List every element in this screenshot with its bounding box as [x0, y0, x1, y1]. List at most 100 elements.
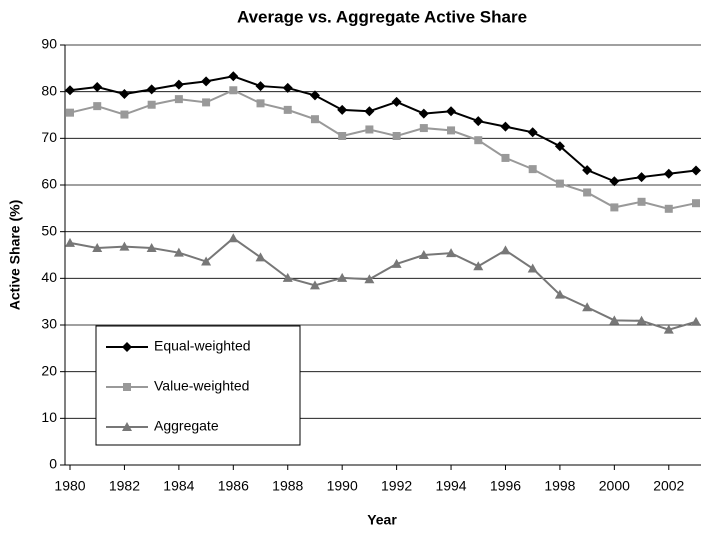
point [309, 90, 320, 101]
point [663, 168, 674, 179]
point [201, 256, 212, 266]
legend-label: Equal-weighted [154, 338, 251, 354]
point [691, 165, 701, 176]
x-tick-label: 1996 [490, 478, 521, 494]
point [473, 261, 484, 271]
point [65, 237, 75, 247]
point [201, 76, 212, 87]
point [582, 165, 593, 176]
point [392, 132, 401, 140]
point [446, 106, 457, 117]
point [309, 280, 320, 290]
point [391, 96, 402, 107]
point [664, 204, 673, 213]
point [120, 110, 129, 119]
y-tick-label: 10 [41, 409, 57, 425]
point [609, 176, 620, 187]
point [500, 121, 511, 132]
y-tick-label: 0 [49, 456, 57, 472]
point [174, 95, 183, 104]
point [228, 71, 239, 82]
point [92, 82, 103, 92]
y-tick-label: 40 [41, 269, 57, 285]
x-tick-label: 1988 [272, 478, 303, 494]
point [418, 250, 429, 259]
y-axis-label: Active Share (%) [7, 200, 23, 310]
point [636, 315, 647, 325]
y-tick-label: 30 [41, 316, 57, 332]
series-line [69, 236, 697, 331]
y-tick-label: 90 [41, 36, 57, 52]
point [146, 84, 157, 95]
point [337, 104, 348, 115]
point [554, 289, 565, 299]
point [310, 115, 319, 124]
point [692, 199, 700, 208]
x-tick-label: 1986 [218, 478, 249, 494]
point [119, 89, 130, 99]
point [419, 124, 428, 133]
point [447, 126, 456, 135]
point [283, 105, 292, 114]
point [228, 233, 239, 243]
point [123, 383, 131, 391]
point [229, 86, 238, 95]
point [364, 106, 375, 117]
point [609, 315, 620, 325]
point [391, 258, 402, 268]
point [446, 248, 457, 258]
point [365, 125, 374, 134]
series-line [69, 89, 697, 210]
point [122, 342, 132, 352]
point [474, 136, 483, 145]
point [554, 141, 565, 152]
x-tick-label: 1994 [435, 478, 466, 494]
point [555, 179, 564, 188]
point [119, 241, 130, 251]
legend-label: Value-weighted [154, 378, 249, 394]
point [92, 243, 103, 252]
x-tick-label: 2002 [653, 478, 684, 494]
chart-title: Average vs. Aggregate Active Share [237, 7, 527, 26]
y-tick-label: 20 [41, 362, 57, 378]
x-tick-label: 1992 [381, 478, 412, 494]
point [147, 100, 156, 109]
point [255, 252, 266, 262]
point [610, 203, 619, 212]
x-tick-label: 1982 [109, 478, 140, 494]
point [282, 272, 293, 282]
point [527, 263, 538, 273]
y-tick-label: 80 [41, 82, 57, 98]
point [282, 82, 293, 93]
series-line [69, 75, 697, 183]
point [583, 188, 592, 197]
point [473, 116, 484, 127]
point [663, 324, 674, 334]
point [173, 79, 184, 90]
point [337, 272, 348, 282]
x-tick-label: 2000 [599, 478, 630, 494]
point [364, 274, 375, 284]
x-axis-label: Year [367, 512, 397, 528]
point [338, 132, 347, 140]
y-tick-label: 60 [41, 176, 57, 192]
point [637, 197, 646, 206]
point [527, 127, 538, 138]
point [500, 245, 511, 255]
point [255, 81, 266, 92]
x-tick-label: 1998 [544, 478, 575, 494]
point [636, 172, 647, 183]
y-tick-label: 70 [41, 129, 57, 145]
point [691, 316, 701, 326]
x-tick-label: 1980 [54, 478, 85, 494]
point [173, 247, 184, 257]
point [256, 99, 265, 108]
point [146, 243, 157, 252]
point [418, 108, 429, 119]
x-tick-label: 1990 [327, 478, 358, 494]
point [528, 165, 537, 174]
x-tick-label: 1984 [163, 478, 194, 494]
point [501, 153, 510, 162]
y-tick-label: 50 [41, 222, 57, 238]
